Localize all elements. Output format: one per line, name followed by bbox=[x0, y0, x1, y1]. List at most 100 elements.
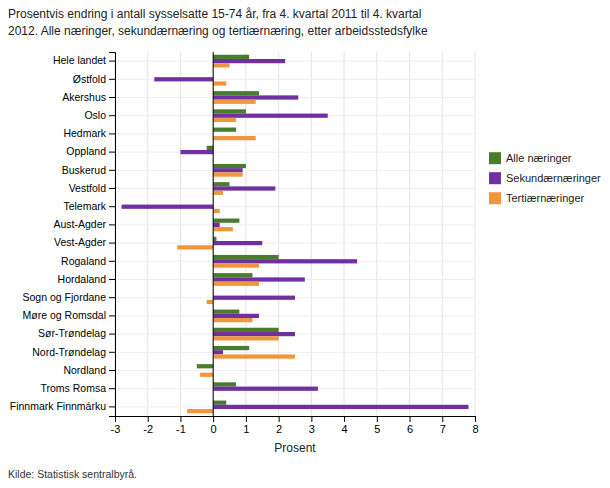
y-tick-label: Nord-Trøndelag bbox=[32, 346, 106, 358]
x-tick-mark bbox=[442, 416, 443, 422]
grid-line-y bbox=[115, 315, 475, 316]
grid-line-y bbox=[115, 188, 475, 189]
grid-line-x bbox=[245, 52, 246, 416]
grid-line-x bbox=[376, 52, 377, 416]
x-tick-label: 5 bbox=[374, 423, 380, 435]
x-tick-label: 0 bbox=[211, 423, 217, 435]
bar bbox=[213, 55, 249, 59]
bar bbox=[213, 128, 236, 132]
grid-line-x bbox=[344, 52, 345, 416]
grid-line-y bbox=[115, 352, 475, 353]
x-tick-label: 1 bbox=[243, 423, 249, 435]
y-tick: Hedmark bbox=[63, 127, 115, 139]
y-axis-line bbox=[109, 53, 116, 417]
y-tick: Hele landet bbox=[53, 54, 115, 66]
y-tick: Oppland bbox=[66, 145, 115, 157]
bar bbox=[213, 401, 226, 405]
bar bbox=[213, 405, 468, 409]
bar bbox=[213, 282, 259, 286]
y-tick-mark bbox=[109, 406, 115, 407]
y-tick: Finnmark Finnmárku bbox=[10, 400, 115, 412]
grid-line-x bbox=[147, 52, 148, 416]
x-axis-title: Prosent bbox=[274, 441, 316, 455]
grid-line-x bbox=[278, 52, 279, 416]
bar bbox=[213, 314, 259, 318]
bar bbox=[207, 300, 214, 304]
bar bbox=[197, 364, 213, 368]
bar bbox=[213, 255, 278, 259]
legend-swatch bbox=[489, 192, 501, 204]
x-tick-mark bbox=[246, 416, 247, 422]
y-tick: Møre og Romsdal bbox=[23, 309, 115, 321]
bar bbox=[213, 259, 357, 263]
bar bbox=[213, 296, 295, 300]
y-tick-mark bbox=[109, 188, 115, 189]
y-tick-mark bbox=[109, 224, 115, 225]
bar bbox=[213, 318, 252, 322]
y-tick-mark bbox=[109, 261, 115, 262]
x-tick-mark bbox=[475, 416, 476, 422]
bar bbox=[213, 387, 318, 391]
x-tick-label: 6 bbox=[407, 423, 413, 435]
y-tick-label: Buskerud bbox=[62, 164, 107, 176]
x-tick-label: 8 bbox=[472, 423, 478, 435]
grid-line-x bbox=[311, 52, 312, 416]
y-tick-mark bbox=[109, 352, 115, 353]
y-tick-label: Telemark bbox=[63, 200, 106, 212]
y-tick-label: Vestfold bbox=[69, 182, 107, 194]
bar bbox=[213, 81, 226, 85]
bar bbox=[122, 205, 214, 209]
bar bbox=[213, 109, 246, 113]
y-tick-mark bbox=[109, 79, 115, 80]
x-tick: -1 bbox=[176, 416, 186, 435]
plot: -3-2-1012345678Hele landetØstfoldAkershu… bbox=[10, 52, 479, 455]
x-tick-mark bbox=[180, 416, 181, 422]
bar bbox=[213, 277, 305, 281]
bar bbox=[213, 59, 285, 63]
y-tick-mark bbox=[109, 297, 115, 298]
x-axis: -3-2-1012345678 bbox=[111, 416, 479, 435]
y-tick-label: Hedmark bbox=[63, 127, 106, 139]
grid-line-y bbox=[115, 224, 475, 225]
bar bbox=[213, 273, 252, 277]
legend-label: Alle næringer bbox=[506, 152, 572, 164]
y-tick-label: Hele landet bbox=[53, 54, 106, 66]
y-tick-label: Troms Romsa bbox=[40, 382, 106, 394]
bar bbox=[213, 191, 223, 195]
bar bbox=[177, 245, 213, 249]
grid-line-y bbox=[115, 170, 475, 171]
legend-label: Sekundærnæringer bbox=[506, 172, 601, 184]
y-tick: Vestfold bbox=[69, 182, 115, 194]
y-tick-mark bbox=[109, 206, 115, 207]
legend-swatch bbox=[489, 172, 501, 184]
y-tick-label: Aust-Agder bbox=[53, 218, 106, 230]
y-tick: Vest-Agder bbox=[54, 236, 115, 248]
x-tick: 2 bbox=[276, 416, 282, 435]
y-tick-mark bbox=[109, 334, 115, 335]
y-tick-label: Nordland bbox=[63, 364, 106, 376]
x-tick-label: 4 bbox=[342, 423, 348, 435]
bar bbox=[213, 350, 223, 354]
y-tick: Nordland bbox=[63, 364, 115, 376]
y-tick-mark bbox=[109, 370, 115, 371]
bar bbox=[213, 263, 259, 267]
bar bbox=[154, 77, 213, 81]
bar bbox=[213, 182, 229, 186]
y-tick-label: Østfold bbox=[73, 73, 106, 85]
bar bbox=[213, 346, 249, 350]
title: Prosentvis endring i antall sysselsatte … bbox=[8, 7, 421, 21]
bar bbox=[213, 241, 262, 245]
x-tick-label: -2 bbox=[143, 423, 153, 435]
y-tick-label: Oslo bbox=[84, 109, 106, 121]
bar bbox=[213, 114, 328, 118]
bar bbox=[213, 332, 295, 336]
y-tick: Oslo bbox=[84, 109, 115, 121]
y-tick-mark bbox=[109, 243, 115, 244]
y-axis: Hele landetØstfoldAkershusOsloHedmarkOpp… bbox=[10, 53, 116, 417]
y-tick-label: Finnmark Finnmárku bbox=[10, 400, 106, 412]
x-tick: 0 bbox=[211, 416, 217, 435]
bar bbox=[213, 209, 220, 213]
y-tick-mark bbox=[109, 152, 115, 153]
bar bbox=[213, 328, 278, 332]
legend-item: Tertiærnæringer bbox=[489, 192, 585, 204]
